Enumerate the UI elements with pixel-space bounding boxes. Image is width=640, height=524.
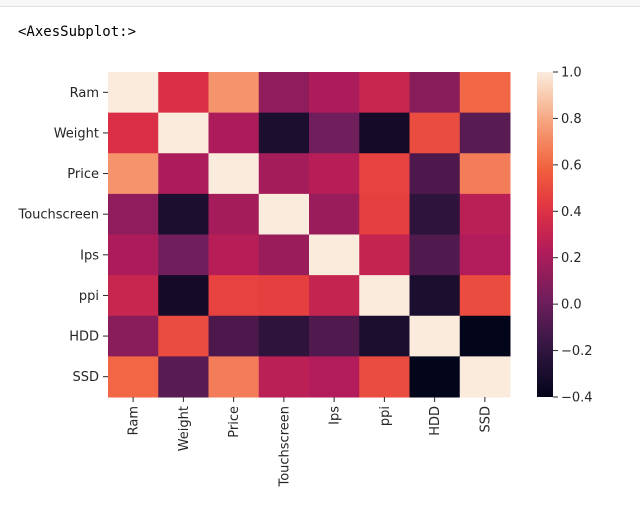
heatmap-cell — [409, 193, 461, 236]
heatmap-cell — [158, 234, 209, 276]
heatmap-cell — [459, 112, 511, 154]
x-tick-label: Touchscreen — [277, 406, 292, 488]
heatmap-cell — [208, 193, 260, 236]
heatmap-cell — [208, 315, 260, 357]
heatmap-cell — [108, 193, 159, 236]
heatmap-cell — [359, 356, 410, 398]
heatmap-cell — [459, 315, 511, 357]
heatmap-cell — [258, 112, 310, 154]
cell-output-text: <AxesSubplot:> — [18, 24, 137, 40]
heatmap-cell — [258, 153, 310, 195]
heatmap-cell — [258, 72, 310, 114]
x-tick-label: Ips — [328, 406, 343, 425]
y-tick-label: ppi — [79, 289, 99, 304]
heatmap-cell — [359, 153, 410, 195]
heatmap-cell — [409, 234, 461, 276]
heatmap-cell — [108, 315, 159, 357]
heatmap-cell — [359, 72, 410, 114]
x-tick-label: ppi — [378, 406, 393, 426]
colorbar-tick-label: 0.6 — [561, 158, 582, 173]
x-tick-label: HDD — [428, 406, 443, 436]
colorbar-tick-label: −0.2 — [561, 344, 593, 359]
heatmap-cell — [158, 72, 209, 114]
y-tick-label: HDD — [69, 330, 99, 345]
heatmap-cell — [208, 234, 260, 276]
heatmap-cell — [359, 112, 410, 154]
y-tick-label: Ips — [80, 248, 99, 263]
heatmap-cell — [158, 112, 209, 154]
x-tick-label: Weight — [177, 406, 192, 451]
heatmap-cell — [359, 234, 410, 276]
heatmap-cell — [108, 356, 159, 398]
x-tick-label: Ram — [127, 406, 142, 435]
heatmap-cell — [459, 193, 511, 236]
heatmap-cell — [359, 193, 410, 236]
colorbar-tick-label: 0.2 — [561, 251, 582, 266]
heatmap-cell — [158, 275, 209, 317]
colorbar-tick-label: 0.0 — [561, 298, 582, 313]
heatmap-cell — [409, 112, 461, 154]
heatmap-cell — [258, 356, 310, 398]
y-tick-label: SSD — [72, 370, 99, 385]
heatmap-cell — [258, 193, 310, 236]
heatmap-cell — [108, 112, 159, 154]
heatmap-cell — [158, 356, 209, 398]
heatmap-cell — [459, 234, 511, 276]
heatmap-cell — [309, 112, 360, 154]
heatmap-cell — [108, 72, 159, 114]
colorbar-tick-label: 0.4 — [561, 205, 582, 220]
heatmap-cell — [359, 275, 410, 317]
heatmap-cell — [108, 275, 159, 317]
heatmap-cell — [309, 275, 360, 317]
y-tick-label: Ram — [70, 86, 99, 101]
heatmap-cell — [208, 356, 260, 398]
heatmap-cell — [359, 315, 410, 357]
heatmap-cell — [309, 72, 360, 114]
heatmap-cell — [459, 275, 511, 317]
heatmap-cell — [208, 153, 260, 195]
heatmap-cell — [158, 315, 209, 357]
heatmap-cell — [409, 153, 461, 195]
x-tick-labels: Ram Weight Price Touchscreen Ips ppi HDD SSD — [127, 397, 493, 488]
heatmap-cell — [258, 234, 310, 276]
heatmap-cell — [108, 234, 159, 276]
heatmap-cell — [208, 275, 260, 317]
heatmap-cell — [258, 275, 310, 317]
x-tick-label: SSD — [478, 406, 493, 433]
heatmap-cell — [409, 72, 461, 114]
colorbar-tick-label: 1.0 — [561, 66, 582, 81]
heatmap-cell — [158, 193, 209, 236]
heatmap-cell — [309, 234, 360, 276]
heatmap-cell — [309, 193, 360, 236]
heatmap-cell — [459, 356, 511, 398]
x-tick-label: Price — [227, 406, 242, 438]
heatmap-cell — [309, 153, 360, 195]
y-tick-label: Touchscreen — [17, 208, 99, 223]
y-tick-label: Price — [67, 167, 99, 182]
heatmap-cell — [409, 275, 461, 317]
heatmap-cell — [309, 356, 360, 398]
heatmap-cell — [459, 153, 511, 195]
heatmap-cell — [158, 153, 209, 195]
heatmap-cells — [108, 72, 511, 398]
colorbar-ticks: 1.0 0.8 0.6 0.4 0.2 0.0 −0.2 −0.4 — [553, 66, 593, 406]
cell-divider — [0, 0, 640, 7]
heatmap-cell — [208, 72, 260, 114]
colorbar — [537, 72, 553, 397]
colorbar-tick-label: −0.4 — [561, 391, 593, 406]
y-tick-labels: Ram Weight Price Touchscreen Ips ppi HDD SSD — [17, 86, 108, 385]
colorbar-tick-label: 0.8 — [561, 112, 582, 127]
y-tick-label: Weight — [54, 126, 99, 141]
heatmap-cell — [108, 153, 159, 195]
heatmap-cell — [409, 356, 461, 398]
heatmap-cell — [409, 315, 461, 357]
heatmap-cell — [258, 315, 310, 357]
heatmap-cell — [208, 112, 260, 154]
heatmap-cell — [459, 72, 511, 114]
heatmap-cell — [309, 315, 360, 357]
